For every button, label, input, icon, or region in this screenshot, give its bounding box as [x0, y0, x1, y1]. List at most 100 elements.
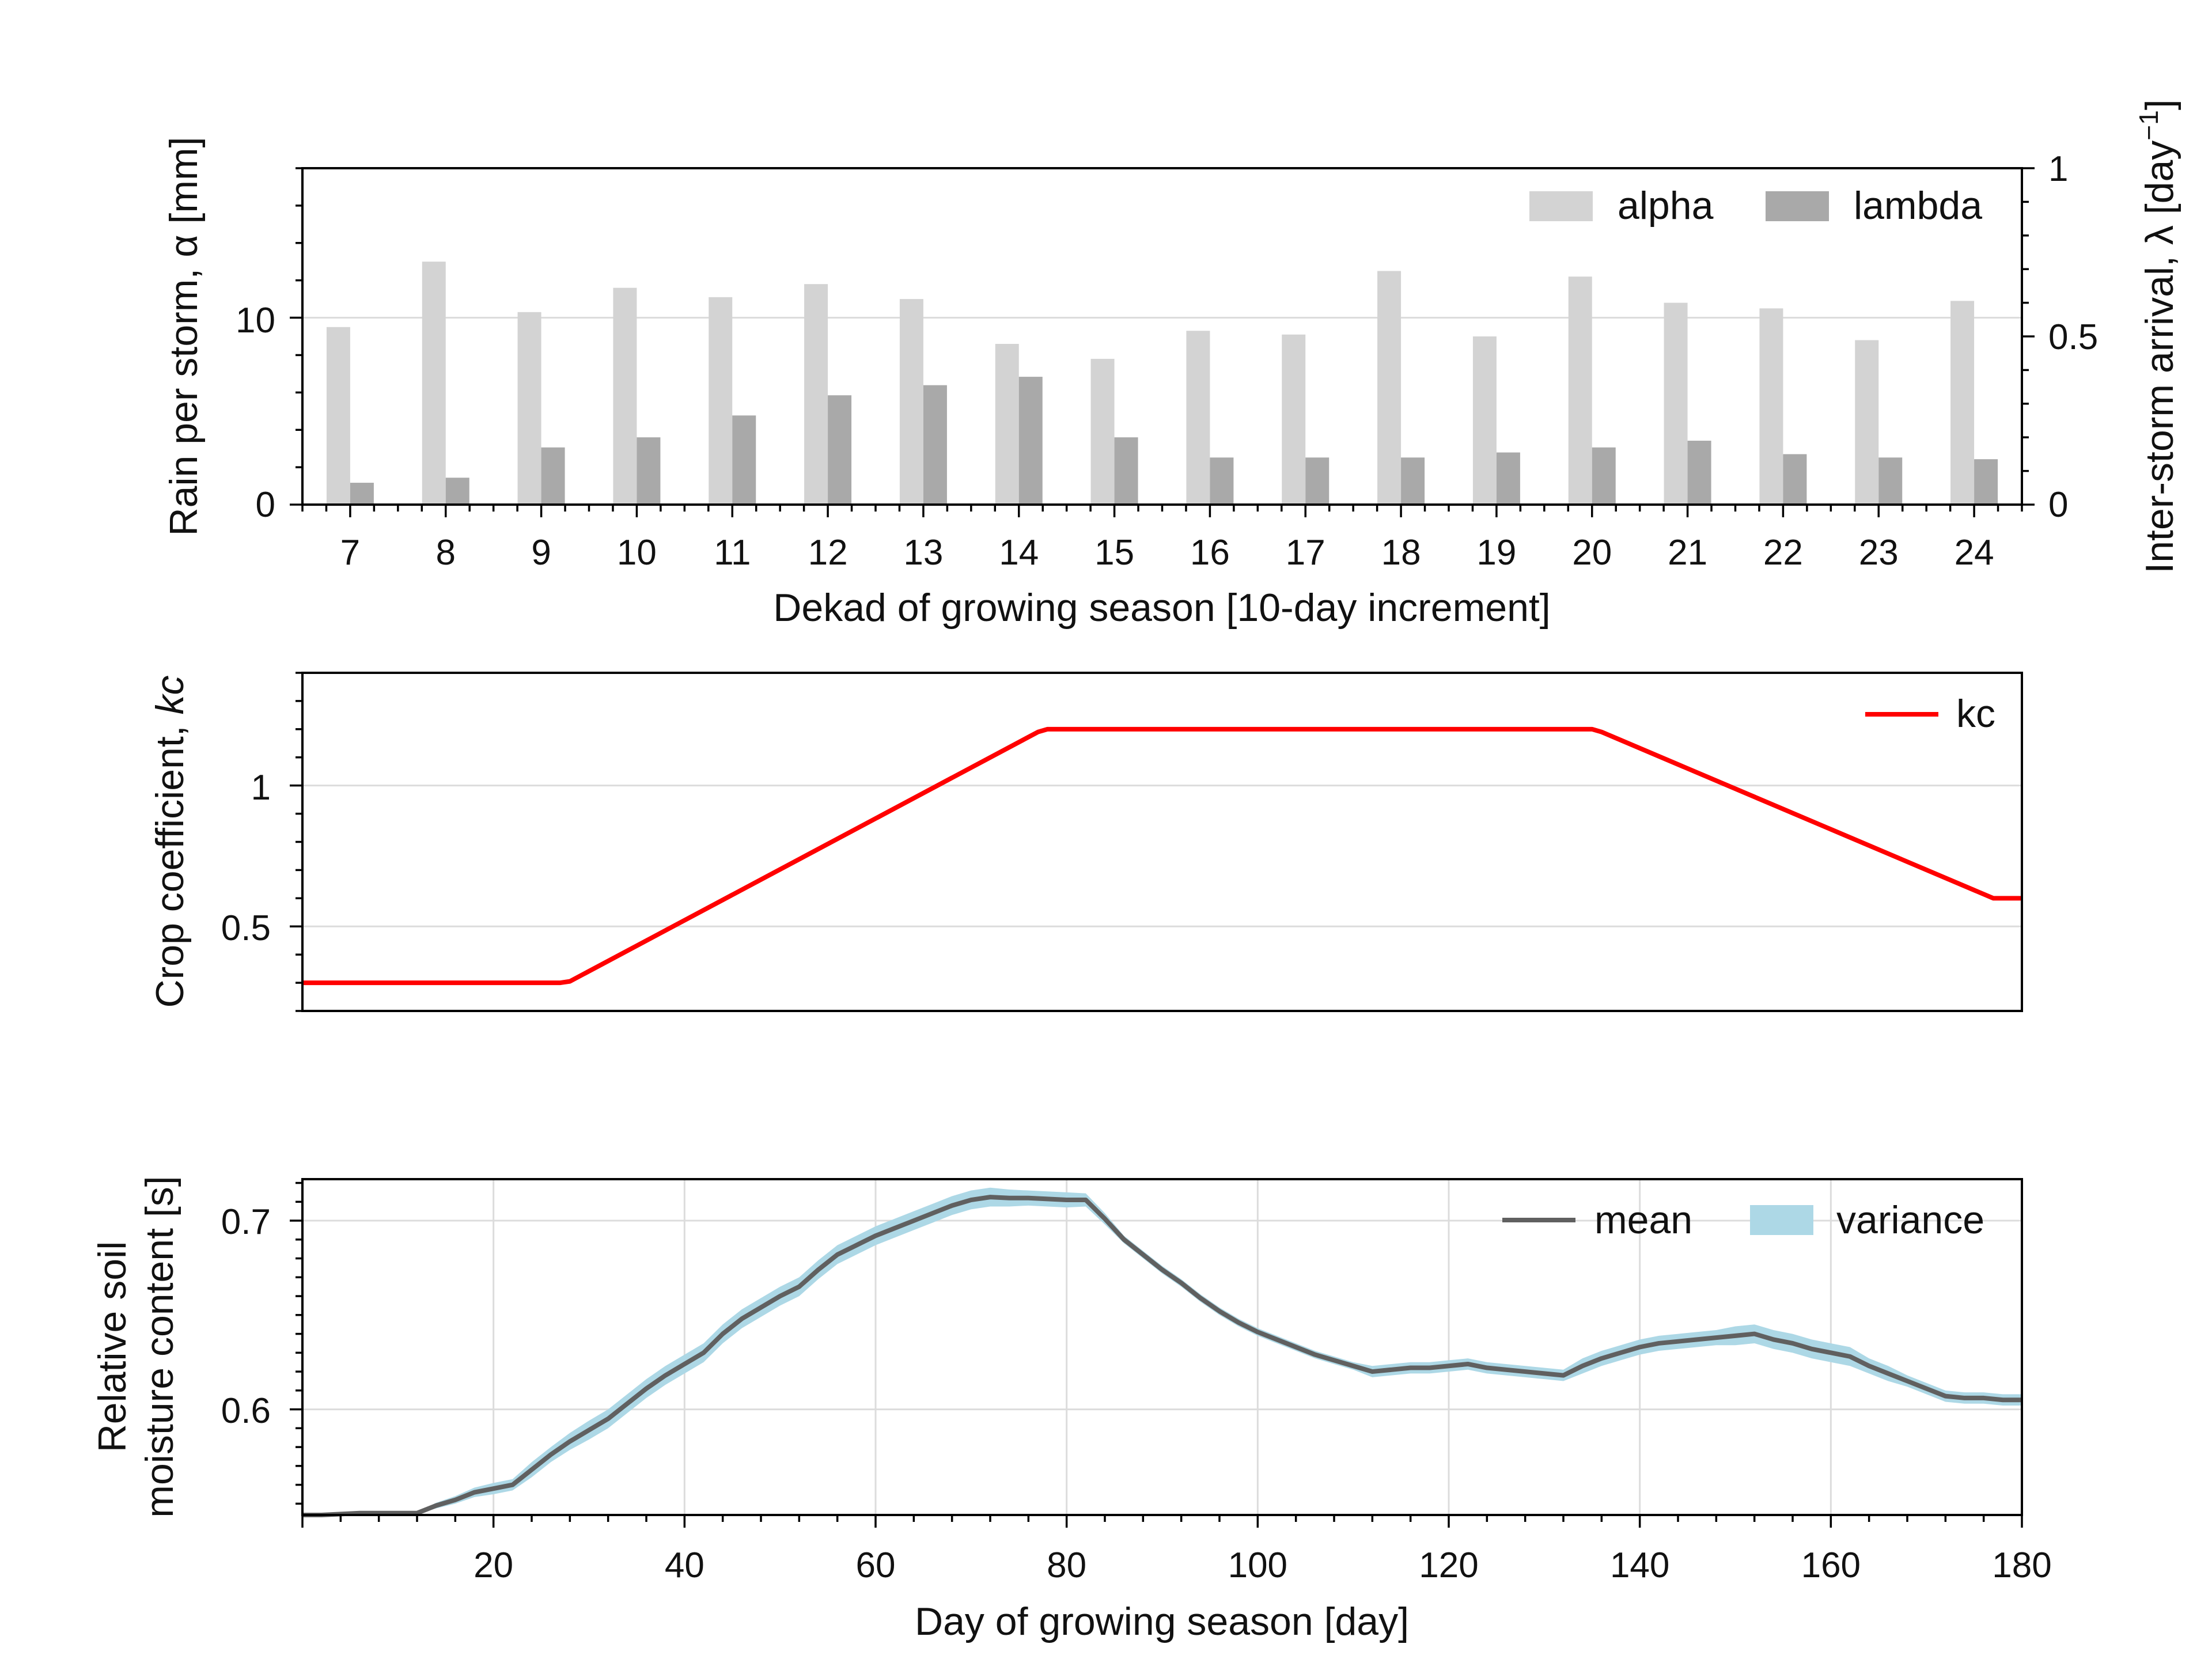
alpha-bar	[899, 299, 923, 505]
lambda-bar	[1305, 457, 1330, 505]
rainfall-ytick-label: 10	[236, 301, 275, 340]
lambda-bar	[1687, 441, 1711, 505]
rainfall-plot-frame	[301, 167, 2023, 506]
legend-swatch-variance	[1750, 1205, 1813, 1235]
alpha-bar	[613, 287, 637, 505]
dekad-tick-label: 18	[1381, 533, 1421, 573]
dekad-tick-label: 8	[436, 533, 456, 573]
rainfall-x-axis-label: Dekad of growing season [10-day incremen…	[773, 586, 1550, 630]
alpha-bar	[517, 312, 541, 505]
dekad-tick-label: 24	[1955, 533, 1994, 573]
lambda-bar	[541, 447, 565, 505]
alpha-bar	[1664, 302, 1688, 505]
soil-moisture-plot-frame	[301, 1178, 2023, 1516]
crop-coefficient-y-axis-label: Crop coefficient, kc	[148, 675, 192, 1007]
dekad-tick-label: 19	[1476, 533, 1516, 573]
legend-label-lambda: lambda	[1854, 184, 1982, 228]
dekad-tick-label: 10	[617, 533, 657, 573]
alpha-bar	[995, 343, 1019, 505]
lambda-bar	[1018, 377, 1043, 505]
lambda-bar	[1496, 452, 1520, 505]
day-tick-label: 20	[474, 1546, 513, 1585]
day-tick-label: 140	[1610, 1546, 1669, 1585]
day-tick-label: 40	[665, 1546, 704, 1585]
lambda-bar	[637, 437, 661, 505]
interstorm-ytick-label: 0	[2048, 485, 2068, 525]
interstorm-y-axis-label: Inter-storm arrival, λ [day−1]	[2134, 99, 2181, 573]
soil-moisture-x-axis-label: Day of growing season [day]	[915, 1600, 1409, 1643]
dekad-tick-label: 7	[340, 533, 360, 573]
dekad-tick-label: 13	[903, 533, 943, 573]
crop-coefficient-ticks	[290, 672, 302, 1012]
alpha-bar	[1759, 308, 1783, 505]
lambda-bar	[350, 483, 374, 505]
interstorm-label-text: Inter-storm arrival, λ [day	[2138, 141, 2181, 574]
dekad-tick-label: 21	[1668, 533, 1707, 573]
lambda-bar	[1114, 437, 1138, 505]
day-tick-label: 180	[1992, 1546, 2051, 1585]
dekad-tick-label: 23	[1859, 533, 1899, 573]
alpha-bar	[422, 262, 446, 505]
kc-ytick-label: 0.5	[221, 908, 271, 948]
dekad-tick-label: 14	[999, 533, 1039, 573]
alpha-bar	[1472, 336, 1497, 505]
soil-moisture-legend: mean variance	[1502, 1198, 1984, 1242]
interstorm-label-superscript: −1	[2134, 110, 2164, 140]
lambda-bar	[732, 415, 756, 505]
alpha-bar	[1090, 358, 1115, 505]
soil-moisture-panel: 0.6 0.7 20 40 60 80 100 120 140 160 180 Day of g…	[90, 1176, 2052, 1643]
crop-coefficient-panel: 0.5 1 Crop coefficient, kc kc	[148, 672, 2023, 1012]
kc-label-variable: kc	[148, 675, 192, 714]
moisture-ytick-label: 0.6	[221, 1391, 271, 1431]
soil-moisture-y-axis-label: Relative soilmoisture content [s]	[90, 1176, 181, 1517]
day-tick-label: 120	[1419, 1546, 1478, 1585]
day-tick-labels: 20 40 60 80 100 120 140 160 180	[474, 1546, 2052, 1585]
alpha-bar	[1186, 331, 1210, 505]
lambda-bar	[1401, 457, 1425, 505]
legend-label-alpha: alpha	[1618, 184, 1714, 228]
legend-swatch-lambda	[1766, 191, 1829, 221]
lambda-bar	[828, 395, 852, 505]
moisture-label-line1: Relative soil	[90, 1241, 134, 1453]
legend-swatch-alpha	[1529, 191, 1593, 221]
lambda-bar	[1974, 459, 1998, 505]
alpha-bar	[1282, 334, 1306, 505]
kc-label-prefix: Crop coefficient,	[148, 714, 192, 1007]
dekad-tick-label: 12	[808, 533, 848, 573]
alpha-bar	[1568, 276, 1592, 505]
rainfall-panel: 0 10 0 0.5 1 7 8 9 10 11 12 13 14 15 16 17 18 19 20 21…	[162, 99, 2181, 630]
lambda-bar	[1592, 447, 1616, 505]
interstorm-ytick-label: 1	[2048, 149, 2068, 189]
day-tick-label: 80	[1047, 1546, 1086, 1585]
lambda-bar	[1210, 457, 1234, 505]
lambda-bar	[923, 385, 947, 505]
dekad-tick-label: 16	[1190, 533, 1230, 573]
dekad-tick-labels: 7 8 9 10 11 12 13 14 15 16 17 18 19 20 21 22 23 24	[340, 533, 1994, 573]
crop-coefficient-plot-frame	[301, 672, 2023, 1012]
interstorm-label-close: ]	[2138, 99, 2181, 110]
day-tick-label: 100	[1228, 1546, 1287, 1585]
dekad-tick-label: 20	[1572, 533, 1612, 573]
moisture-label-line2: moisture content [s]	[138, 1176, 181, 1517]
alpha-bar	[1950, 301, 1975, 505]
legend-label-mean: mean	[1594, 1198, 1692, 1242]
dekad-tick-label: 9	[531, 533, 551, 573]
alpha-bar	[1377, 271, 1402, 505]
crop-coefficient-gridlines	[302, 785, 2022, 927]
rainfall-y-axis-label: Rain per storm, α [mm]	[162, 137, 206, 536]
dekad-tick-label: 15	[1094, 533, 1134, 573]
lambda-bar	[1783, 454, 1807, 505]
interstorm-ytick-label: 0.5	[2048, 317, 2098, 357]
day-tick-label: 60	[856, 1546, 896, 1585]
alpha-bar	[1855, 340, 1879, 505]
legend-label-variance: variance	[1836, 1198, 1984, 1242]
rainfall-bars	[326, 262, 1998, 505]
crop-coefficient-legend: kc	[1865, 692, 1995, 736]
kc-ytick-label: 1	[251, 768, 271, 808]
dekad-tick-label: 22	[1763, 533, 1803, 573]
dekad-tick-label: 11	[714, 533, 751, 573]
mean-series-line	[302, 1195, 2022, 1517]
day-tick-label: 160	[1801, 1546, 1861, 1585]
kc-series-line	[302, 726, 2022, 986]
